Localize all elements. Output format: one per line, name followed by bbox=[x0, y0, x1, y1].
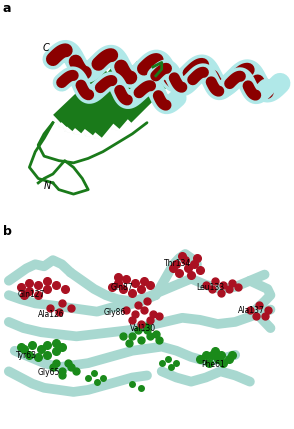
Text: Ala137: Ala137 bbox=[238, 306, 265, 315]
Text: Thr134: Thr134 bbox=[164, 259, 191, 268]
Text: b: b bbox=[3, 225, 12, 238]
Text: N: N bbox=[44, 181, 51, 190]
Text: Ala126: Ala126 bbox=[38, 310, 65, 319]
Text: Gly65: Gly65 bbox=[37, 368, 60, 377]
Text: Leu133: Leu133 bbox=[196, 284, 224, 293]
Text: Tyr63: Tyr63 bbox=[16, 351, 37, 360]
Text: Gln87: Gln87 bbox=[111, 284, 133, 293]
Text: Val130: Val130 bbox=[130, 323, 156, 332]
Text: Phe61: Phe61 bbox=[201, 360, 225, 369]
Text: Gln127: Gln127 bbox=[17, 290, 45, 299]
Text: C: C bbox=[43, 43, 49, 53]
Text: Gly86: Gly86 bbox=[103, 308, 126, 317]
Text: a: a bbox=[3, 2, 11, 15]
